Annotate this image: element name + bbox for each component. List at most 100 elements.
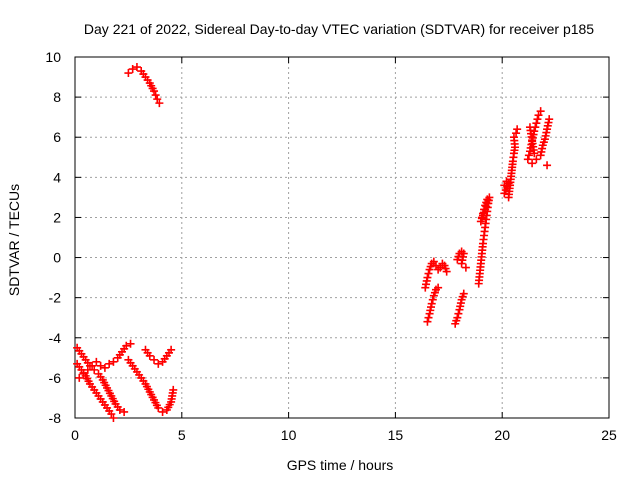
series-late-cluster-c bbox=[451, 289, 468, 328]
series-late-cluster-d bbox=[453, 247, 470, 272]
y-axis-label: SDTVAR / TECUs bbox=[6, 184, 22, 296]
data-point bbox=[427, 299, 436, 308]
plot-frame bbox=[74, 56, 610, 419]
data-point bbox=[109, 414, 118, 422]
data-point bbox=[533, 115, 542, 124]
data-point bbox=[532, 155, 541, 164]
data-point bbox=[457, 259, 466, 268]
data-point bbox=[524, 151, 533, 160]
x-axis-label: GPS time / hours bbox=[287, 457, 394, 473]
x-tick-label: 25 bbox=[601, 427, 617, 443]
data-point bbox=[115, 405, 124, 414]
data-point bbox=[534, 111, 543, 120]
data-point bbox=[155, 99, 164, 108]
data-point bbox=[122, 341, 131, 350]
data-point bbox=[88, 361, 97, 370]
data-point bbox=[480, 205, 489, 214]
data-point bbox=[128, 65, 137, 74]
data-point bbox=[83, 365, 92, 374]
data-point bbox=[459, 289, 468, 298]
data-point bbox=[442, 267, 451, 276]
data-point bbox=[132, 63, 141, 72]
series-early-cluster-a bbox=[73, 343, 129, 416]
data-point bbox=[512, 129, 521, 138]
y-tick-label: 8 bbox=[53, 89, 61, 105]
data-point bbox=[478, 209, 487, 218]
y-tick-label: 10 bbox=[45, 49, 61, 65]
data-points bbox=[73, 63, 554, 422]
data-point bbox=[453, 313, 462, 322]
data-point bbox=[145, 351, 154, 360]
data-point bbox=[167, 345, 176, 354]
x-tick-label: 10 bbox=[281, 427, 297, 443]
data-point bbox=[500, 189, 509, 198]
data-point bbox=[536, 107, 545, 116]
series-late-cluster-f bbox=[500, 125, 522, 202]
grid-lines bbox=[75, 57, 609, 418]
data-point bbox=[436, 263, 445, 272]
data-point bbox=[530, 149, 539, 158]
chart-title: Day 221 of 2022, Sidereal Day-to-day VTE… bbox=[84, 21, 594, 37]
y-tick-label: -4 bbox=[49, 330, 62, 346]
x-tick-label: 0 bbox=[71, 427, 79, 443]
y-tick-label: 4 bbox=[53, 169, 61, 185]
series-late-cluster-e bbox=[474, 193, 494, 288]
data-point bbox=[476, 217, 485, 226]
data-point bbox=[107, 409, 116, 418]
series-early-high-arc bbox=[124, 63, 164, 108]
series-late-cluster-g bbox=[523, 107, 554, 170]
data-point bbox=[126, 339, 135, 348]
data-point bbox=[79, 369, 88, 378]
y-tick-label: 0 bbox=[53, 250, 61, 266]
series-early-cluster-d bbox=[124, 355, 178, 416]
data-point bbox=[423, 273, 432, 282]
data-point bbox=[100, 363, 109, 372]
data-point bbox=[424, 269, 433, 278]
data-point bbox=[431, 261, 440, 270]
data-point bbox=[124, 69, 133, 78]
y-tick-label: -2 bbox=[49, 290, 62, 306]
data-point bbox=[454, 309, 463, 318]
data-point bbox=[120, 407, 129, 416]
data-point bbox=[483, 195, 492, 204]
data-point bbox=[150, 87, 159, 96]
data-point bbox=[424, 313, 433, 322]
data-point bbox=[92, 357, 101, 366]
data-point bbox=[153, 95, 162, 104]
y-tick-label: 6 bbox=[53, 129, 61, 145]
data-point bbox=[154, 403, 163, 412]
data-point bbox=[151, 91, 160, 100]
data-point bbox=[532, 119, 541, 128]
data-point bbox=[528, 159, 537, 168]
y-tick-label: 2 bbox=[53, 209, 61, 225]
series-late-cluster-b bbox=[423, 283, 443, 326]
data-point bbox=[545, 115, 554, 124]
data-point bbox=[523, 155, 532, 164]
data-point bbox=[154, 359, 163, 368]
x-tick-label: 15 bbox=[388, 427, 404, 443]
data-point bbox=[105, 359, 114, 368]
data-point bbox=[150, 355, 159, 364]
series-late-cluster-a bbox=[421, 257, 451, 292]
data-point bbox=[461, 263, 470, 272]
series-early-cluster-e bbox=[141, 345, 176, 368]
data-point bbox=[513, 125, 522, 134]
x-tick-label: 20 bbox=[494, 427, 510, 443]
data-point bbox=[477, 213, 486, 222]
data-point bbox=[428, 295, 437, 304]
y-tick-label: -8 bbox=[49, 410, 62, 426]
data-point bbox=[169, 385, 178, 394]
series-early-cluster-c bbox=[75, 339, 135, 382]
data-point bbox=[429, 257, 438, 266]
data-point bbox=[158, 407, 167, 416]
data-point bbox=[96, 361, 105, 370]
axis-ticks: 0 5 10 15 20 25 -8 -6 -4 -2 0 2 4 6 8 10 bbox=[45, 49, 617, 443]
data-point bbox=[423, 317, 432, 326]
data-point bbox=[509, 133, 518, 142]
y-tick-label: -6 bbox=[49, 370, 62, 386]
x-tick-label: 5 bbox=[178, 427, 186, 443]
data-point bbox=[75, 373, 84, 382]
data-point bbox=[434, 283, 443, 292]
